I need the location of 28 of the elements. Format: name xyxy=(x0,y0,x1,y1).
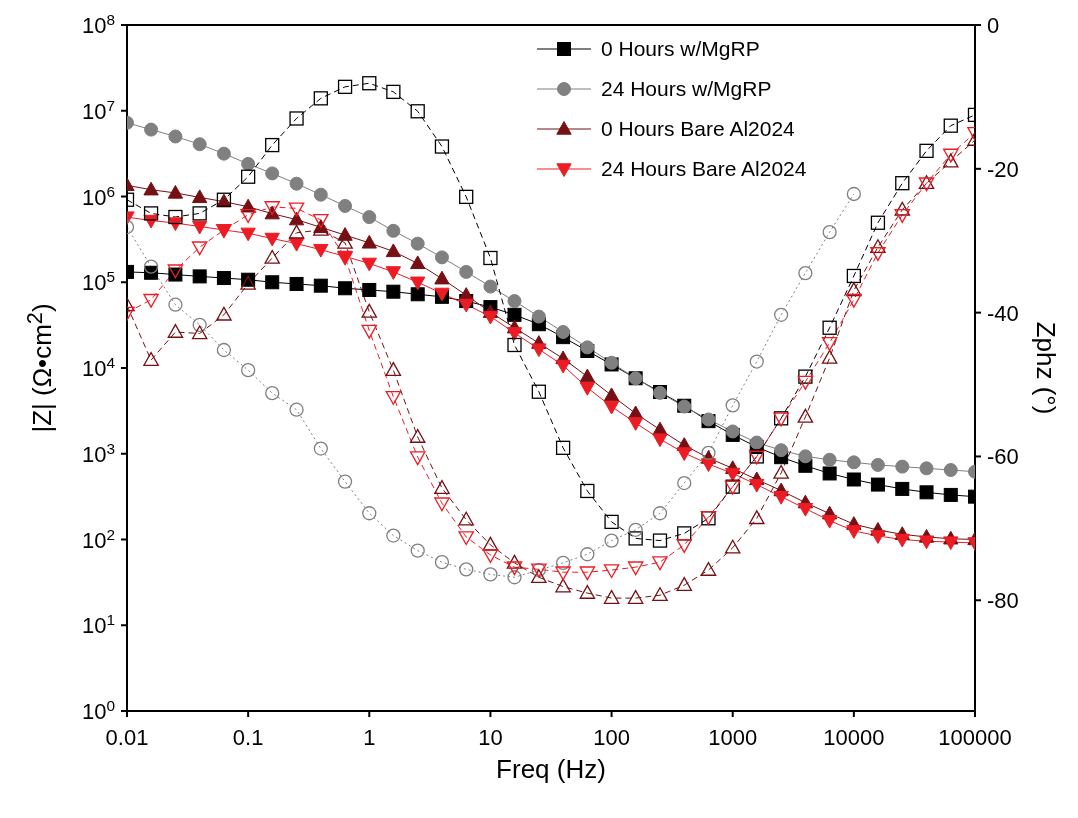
x-axis-title: Freq (Hz) xyxy=(496,753,606,785)
legend-label: 0 Hours w/MgRP xyxy=(601,37,760,61)
y-tick-label: 10$^{1}$ xyxy=(81,610,115,639)
y-tick-label: 10$^{7}$ xyxy=(81,96,115,124)
y-tick-label: 10$^{3}$ xyxy=(81,439,115,467)
legend-label: 24 Hours Bare Al2024 xyxy=(601,157,807,181)
y-tick-label: 10$^{0}$ xyxy=(81,696,115,724)
x-tick-label: 10 xyxy=(478,725,503,750)
y2-tick-label: 0 xyxy=(987,13,1000,38)
y-tick-label: 10$^{2}$ xyxy=(81,525,115,553)
x-tick-label: 100000 xyxy=(938,725,1012,750)
x-tick-label: 100 xyxy=(593,725,630,750)
legend-label: 24 Hours w/MgRP xyxy=(601,77,772,101)
x-tick-label: 0.1 xyxy=(232,725,264,750)
x-tick-label: 1000 xyxy=(708,725,758,750)
y2-tick-label: -80 xyxy=(987,588,1019,614)
y-tick-label: 10$^{5}$ xyxy=(81,267,115,296)
y2-tick-label: -20 xyxy=(987,156,1019,182)
y2-axis-title: Zphz (°) xyxy=(1029,321,1061,415)
x-tick-label: 1 xyxy=(363,725,376,750)
y-tick-label: 10$^{6}$ xyxy=(81,182,115,210)
y-tick-label: 10$^{8}$ xyxy=(81,10,115,38)
x-tick-label: 0.01 xyxy=(105,725,149,750)
y2-tick-label: -40 xyxy=(987,300,1019,326)
y-tick-label: 10$^{4}$ xyxy=(81,353,116,381)
x-tick-label: 10000 xyxy=(823,725,885,750)
legend-label: 0 Hours Bare Al2024 xyxy=(601,117,795,141)
y2-tick-label: -60 xyxy=(987,444,1019,470)
